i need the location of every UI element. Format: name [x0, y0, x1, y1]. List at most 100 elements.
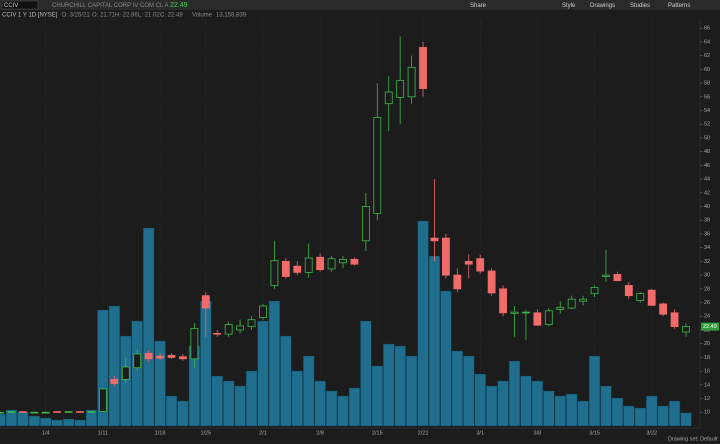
candle-body — [510, 311, 519, 314]
candle-body — [293, 265, 302, 273]
volume-bar — [680, 412, 692, 427]
candle-body — [87, 411, 96, 413]
y-tick-label: 10 — [704, 410, 710, 416]
volume-bar — [280, 335, 292, 427]
candle-body — [99, 388, 107, 412]
last-price-label: 22.49 — [703, 324, 717, 330]
toolbar-button[interactable]: Style — [562, 3, 576, 9]
volume-bar — [154, 340, 166, 427]
candle-body — [133, 353, 142, 369]
y-tick-label: 62 — [704, 53, 710, 59]
y-tick-label: 46 — [704, 163, 710, 169]
symbol-box[interactable] — [1, 0, 39, 10]
volume-bar — [668, 400, 681, 427]
x-tick-label: 1/4 — [42, 430, 50, 436]
candle-body — [350, 258, 359, 265]
volume-bar — [463, 355, 475, 427]
volume-bar — [28, 415, 40, 427]
volume-bar — [451, 350, 463, 427]
volume-label: Volume — [192, 13, 213, 19]
x-tick-label: 3/22 — [646, 430, 657, 436]
candle-body — [110, 378, 119, 384]
volume-bar — [40, 417, 52, 427]
toolbar-button[interactable]: Drawings — [590, 3, 615, 9]
study-label: CCIV 1 Y 1D [NYSE] — [2, 13, 58, 19]
volume-bar — [51, 419, 63, 427]
volume-bar — [486, 385, 498, 427]
volume-bar — [348, 387, 361, 427]
candle-body — [236, 325, 245, 331]
volume-bar — [611, 397, 624, 427]
candle-body — [590, 287, 599, 295]
low: L: 21.02 — [138, 13, 160, 19]
toolbar — [0, 0, 720, 10]
candle-body — [53, 411, 62, 413]
y-tick-label: 58 — [704, 81, 710, 87]
volume-bar — [646, 395, 658, 427]
candle-body — [179, 356, 187, 360]
volume-bar — [0, 413, 6, 427]
volume-bar — [325, 390, 338, 427]
y-tick-label: 36 — [704, 231, 710, 237]
volume-bar — [543, 390, 555, 427]
candle-body — [533, 312, 542, 326]
candle-body — [613, 274, 622, 282]
drawing-set[interactable]: Drawing set: Default — [668, 436, 718, 442]
candle-body — [304, 257, 313, 273]
volume-bar — [268, 300, 281, 427]
candle-body — [407, 66, 416, 98]
toolbar-button[interactable]: Patterns — [668, 3, 690, 9]
candle-body — [144, 352, 153, 360]
candle-body — [419, 47, 427, 89]
x-tick-label: 3/8 — [534, 430, 542, 436]
volume-bar — [337, 395, 349, 427]
candle-body — [487, 270, 496, 294]
volume-bar — [314, 380, 326, 427]
candle-body — [339, 258, 347, 264]
price: 22.49 — [170, 2, 188, 9]
volume-bar — [5, 409, 18, 427]
candle-body — [156, 355, 164, 359]
y-tick-label: 50 — [704, 135, 710, 141]
candle-body — [624, 285, 633, 297]
candle-body — [659, 303, 668, 315]
volume-bar — [634, 407, 646, 427]
candle-body — [270, 260, 279, 286]
y-tick-label: 38 — [704, 218, 710, 224]
candle-body — [636, 293, 645, 301]
candle-body — [327, 258, 336, 270]
y-tick-label: 12 — [704, 396, 710, 402]
candle-body — [647, 289, 656, 306]
x-tick-label: 2/1 — [259, 430, 267, 436]
candle-body — [453, 274, 462, 290]
candle-body — [464, 261, 473, 265]
y-tick-label: 18 — [704, 355, 710, 361]
candle-body — [30, 411, 39, 414]
candle-body — [556, 306, 565, 310]
volume-bar — [577, 400, 589, 427]
toolbar-button[interactable]: Studies — [630, 3, 650, 9]
open: O: 21.71 — [92, 13, 116, 19]
y-tick-label: 60 — [704, 67, 710, 73]
candle-body — [682, 326, 690, 333]
candle-body — [670, 312, 679, 327]
volume-bar — [234, 385, 246, 427]
volume-bar — [428, 255, 441, 427]
candle-body — [213, 333, 222, 335]
candle-body — [121, 366, 130, 380]
y-tick-label: 54 — [704, 108, 710, 114]
y-tick-label: 40 — [704, 204, 710, 210]
high: H: 22.96 — [115, 13, 138, 19]
volume-bar — [554, 395, 566, 427]
volume: 13,158,839 — [216, 13, 247, 19]
volume-bar — [508, 360, 521, 427]
volume-bar — [474, 373, 486, 427]
y-tick-label: 14 — [704, 382, 710, 388]
volume-bar — [417, 220, 429, 427]
candle-body — [476, 258, 485, 272]
volume-bar — [223, 380, 235, 427]
candle-body — [7, 411, 16, 413]
candle-body — [361, 206, 370, 242]
toolbar-button[interactable]: Share — [470, 3, 487, 9]
y-tick-label: 16 — [704, 369, 710, 375]
